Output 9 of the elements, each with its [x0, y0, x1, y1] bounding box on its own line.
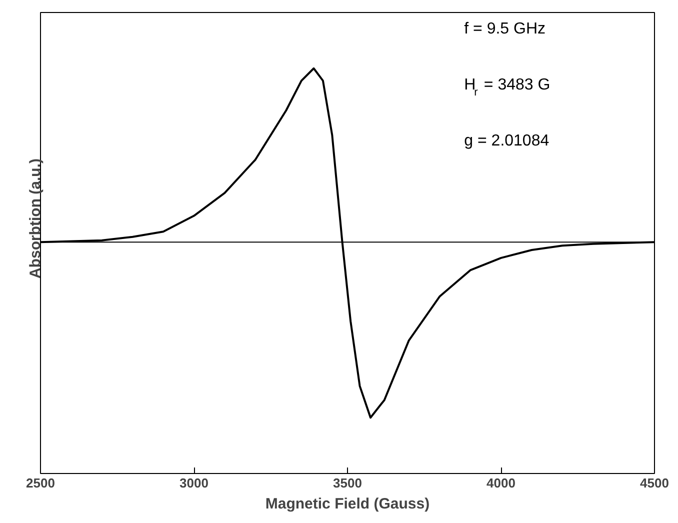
- x-tick-label: 3000: [180, 476, 208, 490]
- x-tick-label: 3500: [333, 476, 362, 490]
- x-tick-label: 4500: [640, 476, 669, 490]
- x-axis-title: Magnetic Field (Gauss): [265, 496, 430, 512]
- x-tick-label: 4000: [486, 476, 516, 490]
- x-tick-label: 2500: [26, 476, 55, 490]
- annotation: g = 2.01084: [464, 132, 550, 150]
- text: f = 9.5 GHz: [464, 20, 546, 38]
- y-axis-title: Absorbtion (a.u.): [27, 158, 44, 278]
